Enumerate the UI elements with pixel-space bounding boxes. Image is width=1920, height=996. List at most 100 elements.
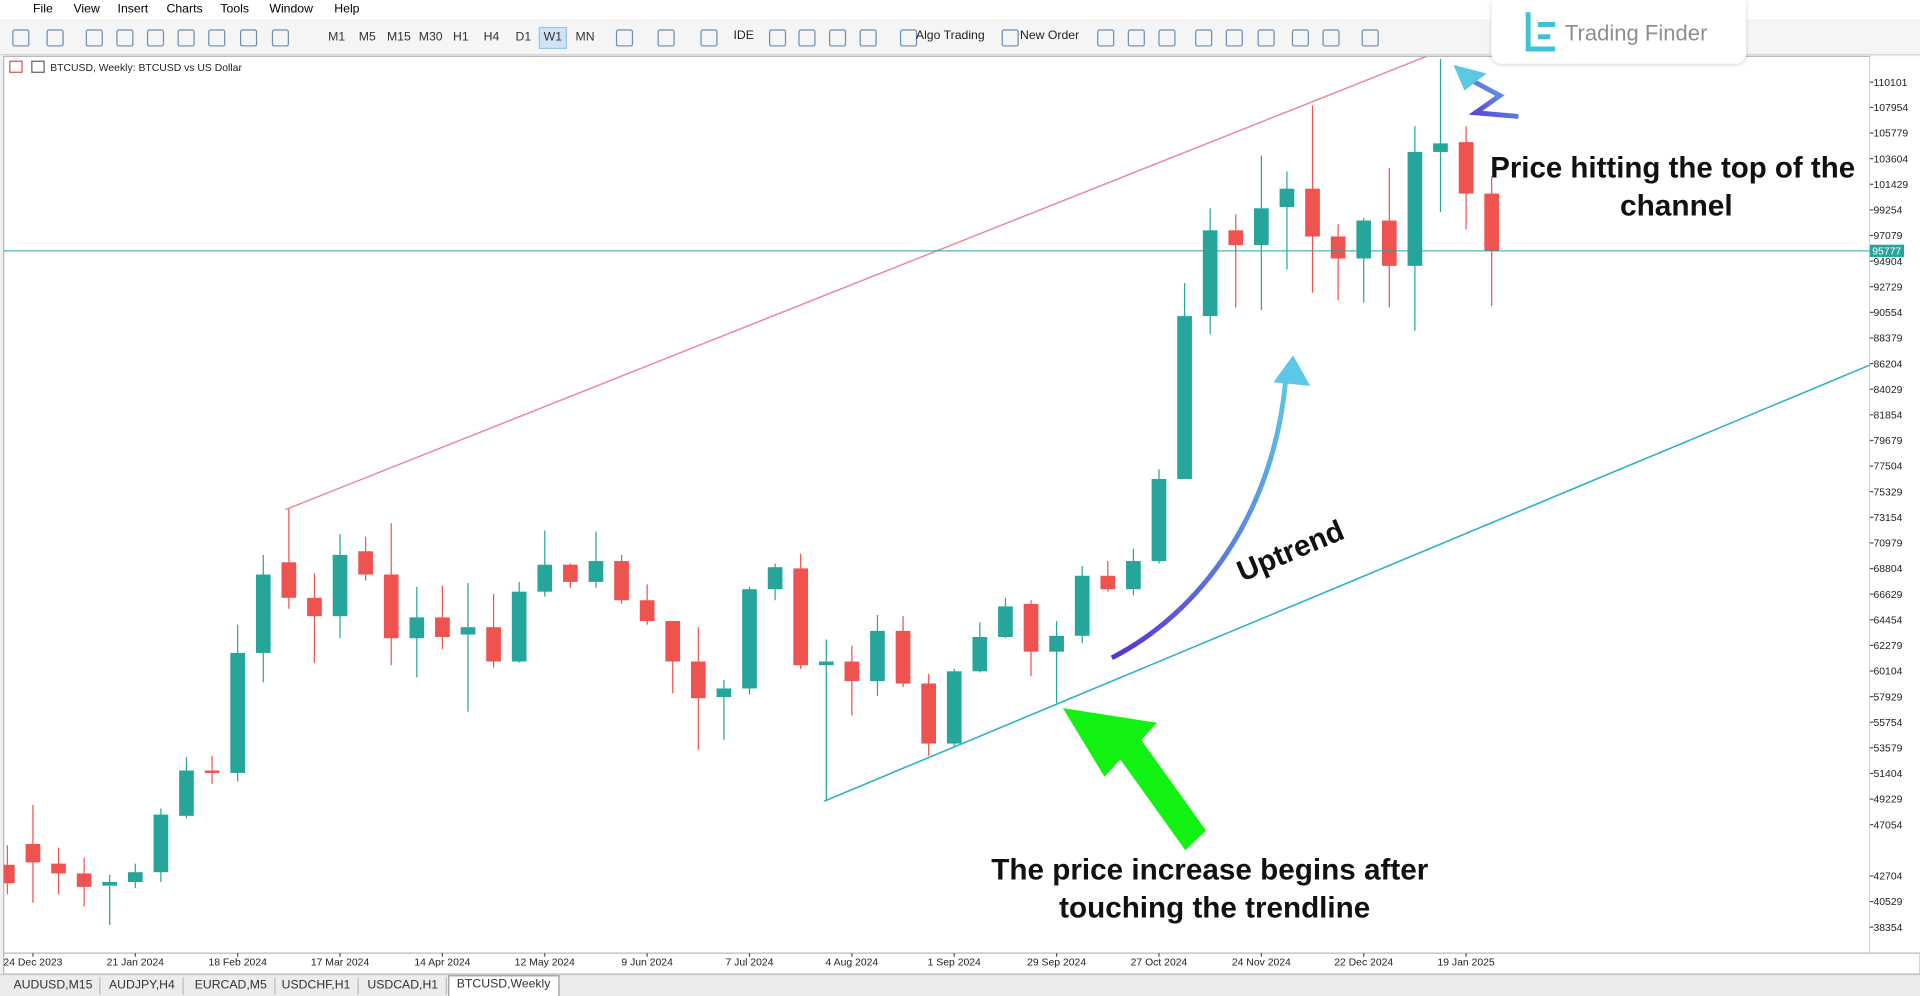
candle-body (690, 661, 706, 699)
candle-body (255, 574, 271, 653)
arrow-top-head (1453, 64, 1487, 91)
toolbar-button[interactable]: IDE (733, 29, 754, 43)
y-tick-label: 99254 (1873, 206, 1902, 217)
candle-body (870, 630, 885, 682)
candle-body (435, 617, 450, 638)
toolbar-icon[interactable] (700, 29, 718, 47)
candle-body (204, 770, 220, 773)
timeframe-button[interactable]: H4 (483, 30, 500, 45)
y-tick-label: 57929 (1873, 692, 1902, 703)
toolbar-icon[interactable] (146, 29, 165, 47)
menu-item[interactable]: Charts (166, 2, 203, 16)
x-tick-label: 4 Aug 2024 (826, 957, 879, 968)
chart-tab[interactable]: AUDUSD,M15 (6, 977, 101, 995)
y-tick-label: 73154 (1873, 513, 1902, 524)
y-tick-label: 40529 (1873, 897, 1902, 908)
toolbar-icon[interactable] (271, 29, 289, 47)
chart-tab[interactable]: USDCAD,H1 (360, 977, 447, 995)
x-tick-label: 27 Oct 2024 (1131, 957, 1188, 968)
toolbar-icon[interactable] (657, 29, 675, 47)
timeframe-button[interactable]: W1 (538, 26, 567, 50)
candle-body (1202, 230, 1218, 317)
x-tick-label: 21 Jan 2024 (107, 957, 164, 968)
timeframe-button[interactable]: D1 (515, 30, 532, 45)
timeframe-button[interactable]: M5 (358, 30, 376, 45)
logo-icon (1525, 12, 1556, 52)
arrow-uptrend (1110, 379, 1289, 661)
chart-tab[interactable]: USDCHF,H1 (274, 977, 359, 995)
toolbar-icon[interactable] (240, 29, 258, 47)
y-tick-label: 49229 (1873, 795, 1902, 806)
toolbar-icon[interactable] (900, 29, 918, 47)
chart-header: BTCUSD, Weekly: BTCUSD vs US Dollar (50, 63, 242, 74)
annotation: The price increase begins after (991, 854, 1428, 887)
candle-body (332, 554, 348, 617)
toolbar-icon[interactable] (1257, 29, 1275, 47)
chart-tab[interactable]: BTCUSD,Weekly (448, 975, 559, 996)
y-tick-label: 75329 (1873, 487, 1902, 498)
candle-body (1356, 220, 1372, 259)
toolbar-icon[interactable] (116, 29, 134, 47)
toolbar-icon[interactable] (1097, 29, 1115, 47)
x-tick-label: 17 Mar 2024 (311, 957, 370, 968)
toolbar-icon[interactable] (1322, 29, 1340, 47)
menu-item[interactable]: Window (269, 2, 313, 16)
candle-body (1228, 230, 1244, 246)
toolbar-icon[interactable] (1225, 29, 1243, 47)
toolbar-icon[interactable] (1291, 29, 1309, 47)
y-tick-label: 66629 (1873, 590, 1902, 601)
tab-bar: AUDUSD,M15 AUDJPY,H4 EURCAD,M5 USDCHF,H1 USD… (0, 973, 1920, 996)
toolbar-icon[interactable] (46, 29, 64, 47)
toolbar-icon[interactable] (615, 29, 634, 47)
y-tick-label: 90554 (1873, 308, 1902, 319)
toolbar-button[interactable]: Algo Trading (915, 29, 985, 43)
toolbar-icon[interactable] (768, 29, 787, 47)
y-tick-label: 86204 (1873, 359, 1902, 370)
candle-body (358, 551, 373, 575)
menu-item[interactable]: File (33, 2, 53, 16)
timeframe-button[interactable]: M15 (386, 30, 411, 45)
candle-body (1484, 193, 1500, 252)
menu-item[interactable]: Tools (220, 2, 250, 16)
toolbar-icon[interactable] (828, 29, 847, 47)
candle-body (767, 567, 783, 590)
y-tick-label: 64454 (1873, 615, 1902, 626)
candle-body (742, 589, 757, 689)
timeframe-button[interactable]: H1 (453, 30, 469, 45)
chart-tab[interactable]: AUDJPY,H4 (102, 977, 184, 995)
toolbar-icon[interactable] (208, 29, 226, 47)
y-tick-label: 92729 (1873, 282, 1902, 293)
menu-item[interactable]: Help (334, 2, 360, 16)
toolbar-icon[interactable] (1001, 29, 1019, 47)
y-tick-label: 62279 (1873, 641, 1902, 652)
menu-item[interactable]: Insert (117, 2, 149, 16)
toolbar-icon[interactable] (85, 29, 103, 47)
toolbar-icon[interactable] (1158, 29, 1176, 47)
toolbar-icon[interactable] (1127, 29, 1145, 47)
toolbar-icon[interactable] (1195, 29, 1213, 47)
timeframe-button[interactable]: MN (575, 30, 595, 45)
toolbar-icon[interactable] (1361, 29, 1379, 47)
toolbar-icon[interactable] (798, 29, 816, 47)
candle-body (1049, 635, 1064, 652)
timeframe-button[interactable]: M30 (418, 30, 443, 45)
toolbar-icon[interactable] (859, 29, 877, 47)
toolbar-button[interactable]: New Order (1020, 29, 1080, 43)
toolbar-icon[interactable] (12, 29, 30, 47)
candle-body (409, 617, 425, 639)
candle-body (153, 814, 169, 873)
candle-body (793, 568, 809, 666)
toolbar-icon[interactable] (177, 29, 195, 47)
menu-item[interactable]: View (73, 2, 100, 16)
chart-tab[interactable]: EURCAD,M5 (187, 977, 276, 995)
y-tick-label: 55754 (1873, 718, 1902, 729)
y-tick-label: 47054 (1873, 820, 1902, 831)
candle-body (946, 671, 962, 744)
candle-body (307, 597, 322, 617)
plot-area (3, 55, 1871, 954)
timeframe-button[interactable]: M1 (328, 30, 346, 45)
candle-body (127, 872, 143, 882)
